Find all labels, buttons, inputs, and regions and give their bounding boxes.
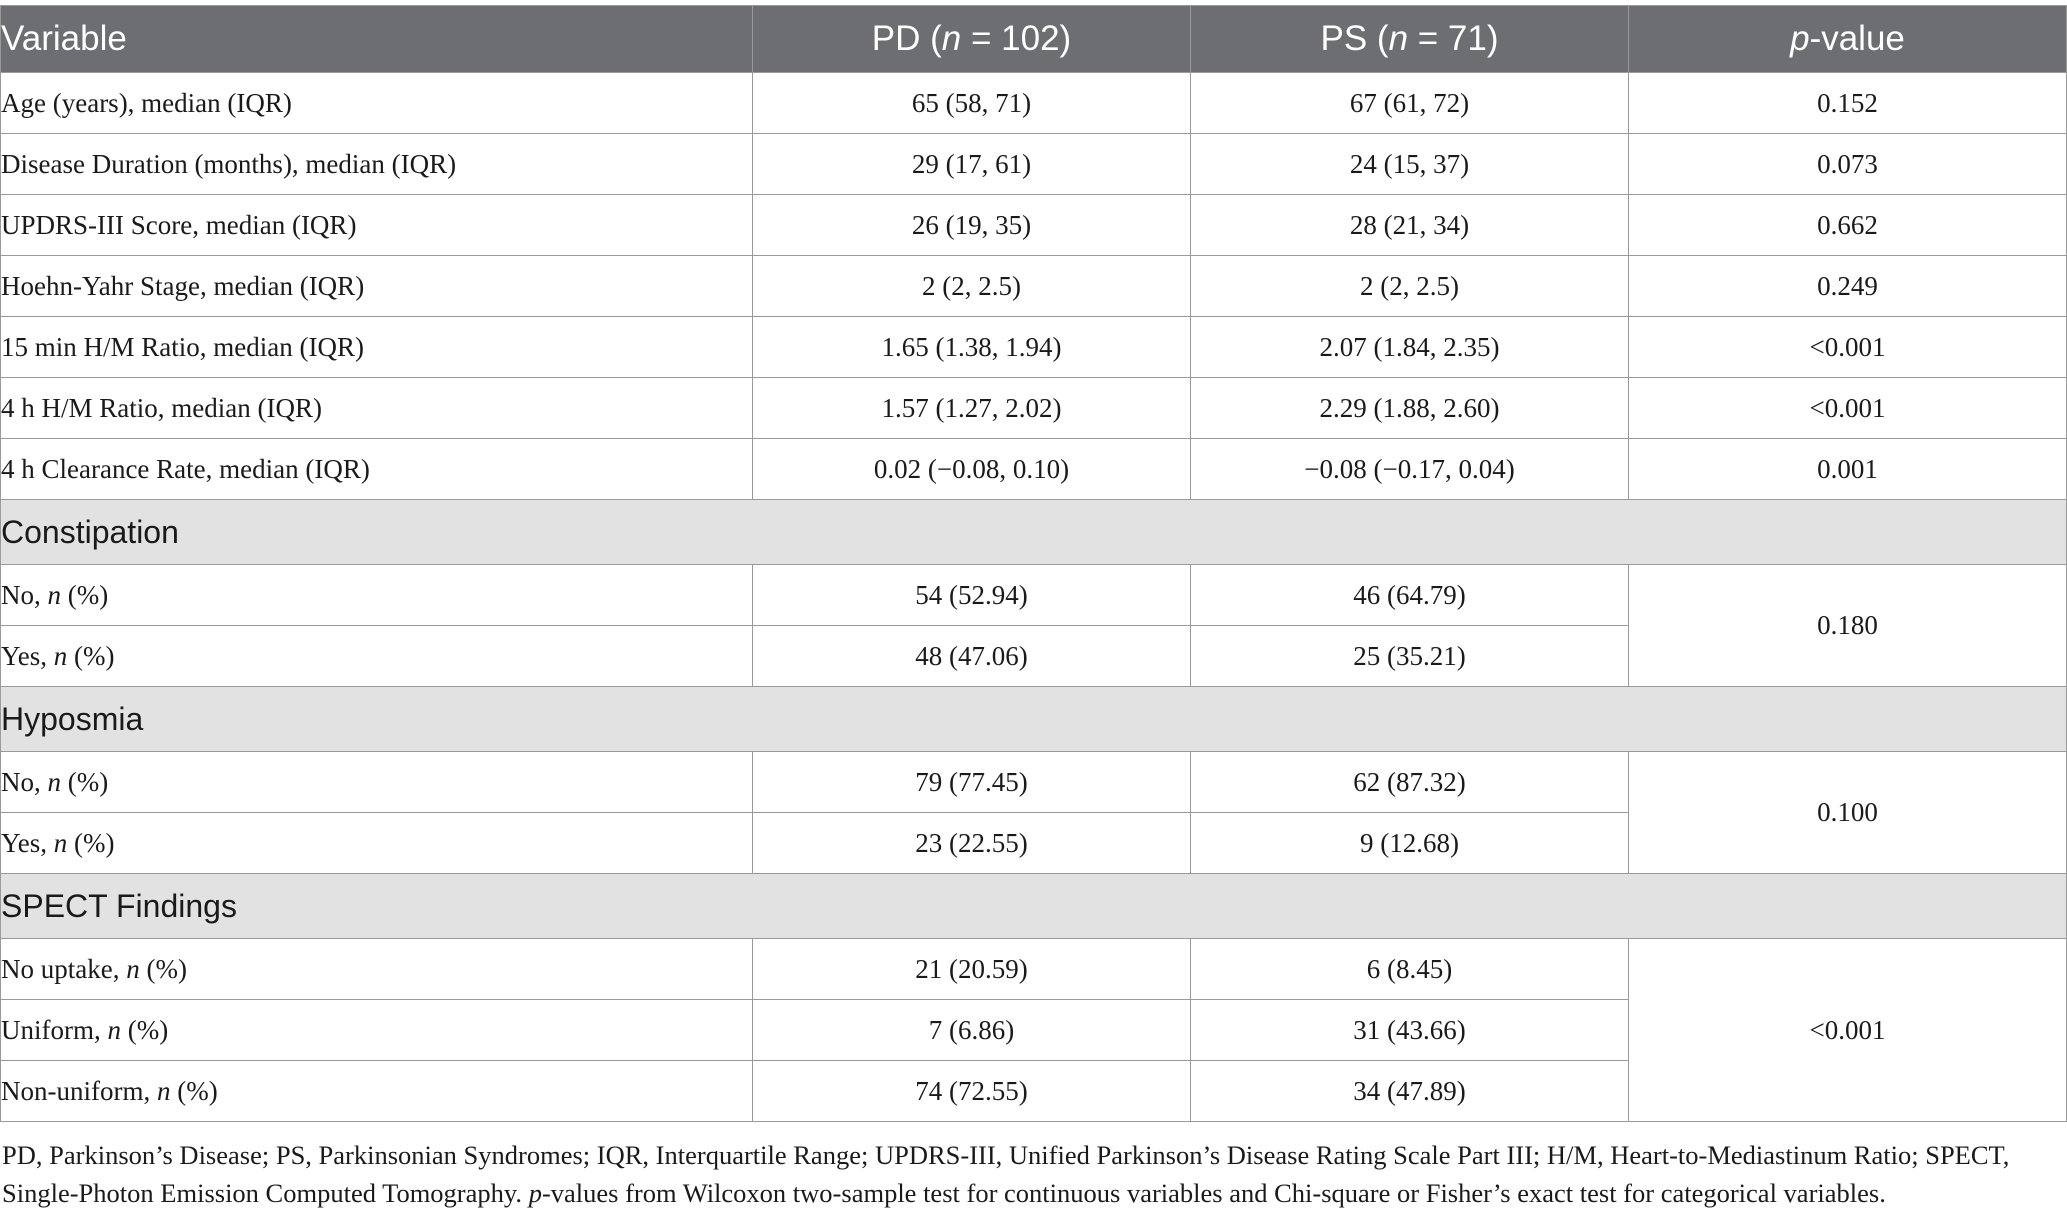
row-label: Non-uniform, n (%): [0, 1060, 753, 1122]
table-body: Age (years), median (IQR) 65 (58, 71) 67 (…: [0, 72, 2067, 1122]
ps-value: 62 (87.32): [1190, 751, 1629, 813]
pd-value: 26 (19, 35): [752, 194, 1191, 256]
section-header-row: SPECT Findings: [0, 873, 2067, 939]
row-label: 15 min H/M Ratio, median (IQR): [0, 316, 753, 378]
ps-value: 67 (61, 72): [1190, 72, 1629, 134]
section-title: SPECT Findings: [0, 873, 2067, 939]
p-value: 0.001: [1628, 438, 2067, 500]
table-row: Age (years), median (IQR) 65 (58, 71) 67 (…: [0, 72, 2067, 134]
section-header-row: Hyposmia: [0, 686, 2067, 752]
p-value: <0.001: [1628, 377, 2067, 439]
pd-value: 1.57 (1.27, 2.02): [752, 377, 1191, 439]
section-title: Constipation: [0, 499, 2067, 565]
row-label: Age (years), median (IQR): [0, 72, 753, 134]
row-label: 4 h Clearance Rate, median (IQR): [0, 438, 753, 500]
header-variable: Variable: [0, 5, 753, 73]
table-row: No, n (%) 54 (52.94) 46 (64.79) 0.180: [0, 564, 2067, 687]
pd-value: 1.65 (1.38, 1.94): [752, 316, 1191, 378]
ps-value: 9 (12.68): [1190, 812, 1629, 874]
p-value: 0.662: [1628, 194, 2067, 256]
p-value: 0.100: [1628, 751, 2067, 874]
table-row: UPDRS-III Score, median (IQR) 26 (19, 35)…: [0, 194, 2067, 256]
header-pd: PD (n = 102): [752, 5, 1191, 73]
pd-value: 79 (77.45): [752, 751, 1191, 813]
table-row: 15 min H/M Ratio, median (IQR) 1.65 (1.38…: [0, 316, 2067, 378]
row-label: Uniform, n (%): [0, 999, 753, 1061]
table-row: 4 h H/M Ratio, median (IQR) 1.57 (1.27, 2…: [0, 377, 2067, 439]
pd-value: 21 (20.59): [752, 938, 1191, 1000]
p-value: <0.001: [1628, 938, 2067, 1122]
p-value: 0.249: [1628, 255, 2067, 317]
pd-value: 48 (47.06): [752, 625, 1191, 687]
row-label: UPDRS-III Score, median (IQR): [0, 194, 753, 256]
table-row: Disease Duration (months), median (IQR) 2…: [0, 133, 2067, 195]
table-row: No uptake, n (%) 21 (20.59) 6 (8.45) <0.001: [0, 938, 2067, 1122]
p-value: 0.152: [1628, 72, 2067, 134]
table-row: Yes, n (%) 48 (47.06) 25 (35.21): [0, 625, 2067, 687]
p-value: 0.180: [1628, 564, 2067, 687]
row-label: No, n (%): [0, 564, 753, 626]
table-row: 4 h Clearance Rate, median (IQR) 0.02 (−0…: [0, 438, 2067, 500]
ps-value: 34 (47.89): [1190, 1060, 1629, 1122]
table-header-row: Variable PD (n = 102) PS (n = 71) p-valu…: [0, 5, 2067, 73]
section-title: Hyposmia: [0, 686, 2067, 752]
pd-value: 74 (72.55): [752, 1060, 1191, 1122]
header-ps: PS (n = 71): [1190, 5, 1629, 73]
ps-value: 25 (35.21): [1190, 625, 1629, 687]
row-label: 4 h H/M Ratio, median (IQR): [0, 377, 753, 439]
row-label: No, n (%): [0, 751, 753, 813]
pd-value: 23 (22.55): [752, 812, 1191, 874]
table-row: Non-uniform, n (%) 74 (72.55) 34 (47.89): [0, 1060, 2067, 1122]
table-row: Hoehn-Yahr Stage, median (IQR) 2 (2, 2.5)…: [0, 255, 2067, 317]
pd-value: 65 (58, 71): [752, 72, 1191, 134]
characteristics-table: Variable PD (n = 102) PS (n = 71) p-valu…: [0, 5, 2067, 1122]
ps-value: 2.07 (1.84, 2.35): [1190, 316, 1629, 378]
pd-value: 29 (17, 61): [752, 133, 1191, 195]
header-p-value: p-value: [1628, 5, 2067, 73]
row-label: No uptake, n (%): [0, 938, 753, 1000]
ps-value: −0.08 (−0.17, 0.04): [1190, 438, 1629, 500]
pd-value: 54 (52.94): [752, 564, 1191, 626]
ps-value: 2.29 (1.88, 2.60): [1190, 377, 1629, 439]
p-value: 0.073: [1628, 133, 2067, 195]
ps-value: 28 (21, 34): [1190, 194, 1629, 256]
table-row: Uniform, n (%) 7 (6.86) 31 (43.66): [0, 999, 2067, 1061]
row-label: Disease Duration (months), median (IQR): [0, 133, 753, 195]
table-footnote: PD, Parkinson’s Disease; PS, Parkinsonia…: [2, 1140, 2010, 1208]
section-header-row: Constipation: [0, 499, 2067, 565]
pd-value: 0.02 (−0.08, 0.10): [752, 438, 1191, 500]
ps-value: 31 (43.66): [1190, 999, 1629, 1061]
ps-value: 46 (64.79): [1190, 564, 1629, 626]
row-label: Yes, n (%): [0, 812, 753, 874]
ps-value: 2 (2, 2.5): [1190, 255, 1629, 317]
row-label: Yes, n (%): [0, 625, 753, 687]
pd-value: 2 (2, 2.5): [752, 255, 1191, 317]
ps-value: 24 (15, 37): [1190, 133, 1629, 195]
p-value: <0.001: [1628, 316, 2067, 378]
ps-value: 6 (8.45): [1190, 938, 1629, 1000]
pd-value: 7 (6.86): [752, 999, 1191, 1061]
table-row: No, n (%) 79 (77.45) 62 (87.32) 0.100: [0, 751, 2067, 874]
row-label: Hoehn-Yahr Stage, median (IQR): [0, 255, 753, 317]
